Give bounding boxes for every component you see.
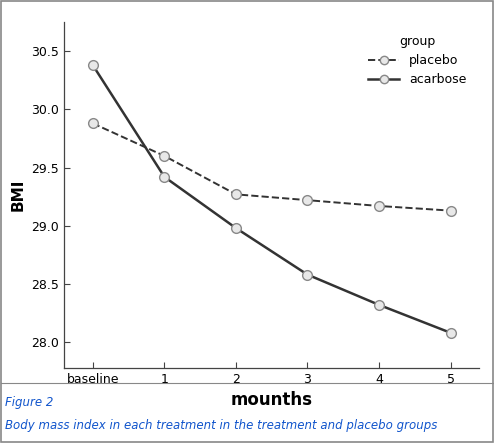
Text: Figure 2: Figure 2: [5, 396, 53, 409]
X-axis label: mounths: mounths: [231, 391, 313, 409]
Legend: placebo, acarbose: placebo, acarbose: [362, 28, 473, 93]
Y-axis label: BMI: BMI: [11, 179, 26, 211]
Text: Body mass index in each treatment in the treatment and placebo groups: Body mass index in each treatment in the…: [5, 419, 437, 431]
